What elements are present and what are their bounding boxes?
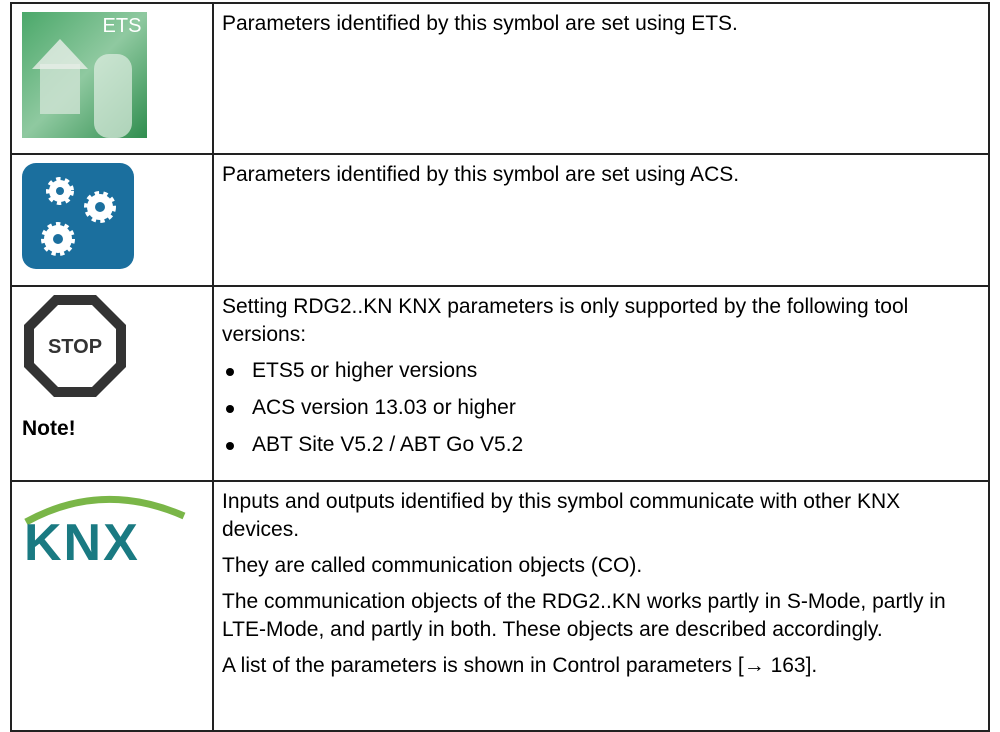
icon-cell: ETS	[10, 2, 214, 155]
paragraph: A list of the parameters is shown in Con…	[222, 654, 818, 677]
bullet-text: ACS version 13.03 or higher	[252, 396, 516, 419]
text-cell: Setting RDG2..KN KNX parameters is only …	[212, 285, 990, 482]
paragraph: Setting RDG2..KN KNX parameters is only …	[222, 295, 909, 346]
paragraph: The communication objects of the RDG2..K…	[222, 590, 946, 641]
icon-label: ETS	[103, 15, 142, 37]
ets-icon: ETS	[22, 12, 147, 138]
text-cell: Parameters identified by this symbol are…	[212, 153, 990, 287]
icon-cell: STOP Note!	[10, 285, 214, 482]
bullet	[226, 368, 234, 376]
icon-cell	[10, 153, 214, 287]
icon-label: KNX	[24, 514, 140, 572]
symbol-table: ETS Parameters identified by this symbol…	[10, 2, 990, 732]
text-cell: Parameters identified by this symbol are…	[212, 2, 990, 155]
row: ETS Parameters identified by this symbol…	[10, 2, 990, 155]
bullet	[226, 405, 234, 413]
icon-cell: KNX	[10, 480, 214, 732]
text-cell: Inputs and outputs identified by this sy…	[212, 480, 990, 732]
paragraph: Parameters identified by this symbol are…	[222, 163, 740, 186]
stop-icon: STOP	[24, 295, 126, 397]
bullet	[226, 442, 234, 450]
bullet-item: ABT Site V5.2 / ABT Go V5.2	[222, 431, 978, 459]
row: KNX Inputs and outputs identified by thi…	[10, 480, 990, 732]
bullet-item: ETS5 or higher versions	[222, 357, 978, 385]
knx-icon: KNX	[24, 495, 186, 572]
bullet-text: ABT Site V5.2 / ABT Go V5.2	[252, 433, 524, 456]
bullet-text: ETS5 or higher versions	[252, 359, 478, 382]
row: Parameters identified by this symbol are…	[10, 153, 990, 287]
note-label: Note!	[22, 417, 76, 440]
acs-icon	[22, 163, 134, 269]
row: STOP Note! Setting RDG2..KN KNX paramete…	[10, 285, 990, 482]
paragraph: They are called communication objects (C…	[222, 554, 643, 577]
paragraph: Parameters identified by this symbol are…	[222, 12, 738, 35]
paragraph: Inputs and outputs identified by this sy…	[222, 490, 901, 541]
icon-label: STOP	[48, 336, 102, 358]
bullet-item: ACS version 13.03 or higher	[222, 394, 978, 422]
